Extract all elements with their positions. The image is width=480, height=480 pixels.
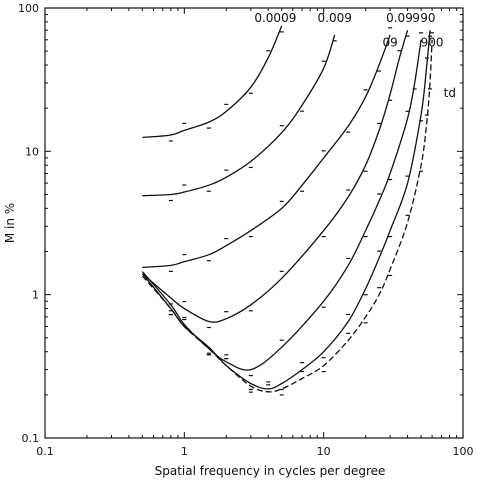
series-markers bbox=[168, 27, 435, 396]
curve-0-09 bbox=[142, 34, 391, 269]
series-curves bbox=[141, 25, 433, 393]
curve-9 bbox=[141, 39, 422, 371]
curve-0-009 bbox=[142, 34, 336, 197]
curve-90 bbox=[141, 30, 431, 390]
series-label: 9 bbox=[412, 11, 420, 25]
x-tick-label: 100 bbox=[453, 445, 474, 458]
series-label: 900 bbox=[421, 35, 444, 49]
y-tick-label: 100 bbox=[18, 2, 39, 15]
curve-900 bbox=[141, 39, 433, 393]
x-tick-label: 1 bbox=[181, 445, 188, 458]
unit-label: td bbox=[444, 86, 456, 100]
series-label: 09 bbox=[383, 35, 398, 49]
y-tick-label: 1 bbox=[32, 289, 39, 302]
series-label: 90 bbox=[420, 11, 435, 25]
x-axis-title: Spatial frequency in cycles per degree bbox=[155, 464, 386, 478]
y-axis-title: M in % bbox=[3, 203, 17, 243]
series-label: 0.09 bbox=[386, 11, 413, 25]
series-labels: 0.0009 0.009 0.09 09 9 90 900 bbox=[254, 11, 443, 49]
y-tick-label: 10 bbox=[25, 145, 39, 158]
x-tick-label: 0.1 bbox=[36, 445, 54, 458]
curve-0-0009 bbox=[142, 25, 283, 139]
x-tick-label: 10 bbox=[317, 445, 331, 458]
plot-frame bbox=[44, 7, 464, 439]
series-label: 0.0009 bbox=[254, 11, 296, 25]
curve-09 bbox=[141, 30, 409, 323]
series-label: 0.009 bbox=[318, 11, 352, 25]
y-tick-label: 0.1 bbox=[22, 432, 40, 445]
axis-tick-labels: 0.1 1 10 100 0.1 1 10 100 bbox=[18, 2, 474, 458]
axis-ticks bbox=[44, 8, 463, 439]
